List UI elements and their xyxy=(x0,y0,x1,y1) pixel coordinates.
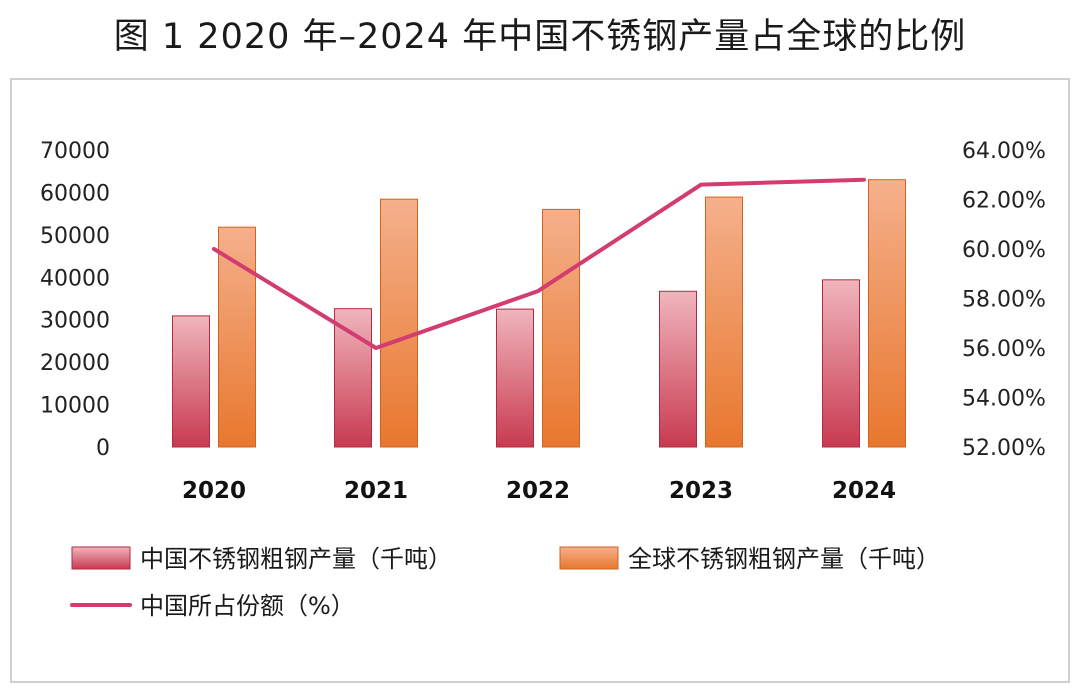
y-tick-label: 10000 xyxy=(40,394,110,419)
y-tick-label: 50000 xyxy=(40,224,110,249)
y-axis-left: 0 10000 20000 30000 40000 50000 60000 70000 xyxy=(40,139,110,461)
chart-title: 图 1 2020 年–2024 年中国不锈钢产量占全球的比例 xyxy=(113,17,967,57)
y2-tick-label: 62.00% xyxy=(962,189,1046,214)
x-tick-label: 2024 xyxy=(832,478,896,504)
y2-tick-label: 60.00% xyxy=(962,238,1046,263)
y-axis-right: 52.00% 54.00% 56.00% 58.00% 60.00% 62.00% 64.0… xyxy=(962,139,1046,461)
legend-swatch-global xyxy=(559,546,619,570)
share-line xyxy=(212,177,866,350)
legend: 中国不锈钢粗钢产量（千吨） 全球不锈钢粗钢产量（千吨） 中国所占份额（%） xyxy=(70,545,940,620)
x-axis: 2020 2021 2022 2023 2024 xyxy=(182,478,896,504)
x-tick-label: 2022 xyxy=(506,478,570,504)
y-tick-label: 40000 xyxy=(40,266,110,291)
bar-china-2022 xyxy=(496,308,534,448)
y2-tick-label: 52.00% xyxy=(962,436,1046,461)
y2-tick-label: 56.00% xyxy=(962,337,1046,362)
bar-global-2021 xyxy=(380,198,418,448)
bars xyxy=(172,179,906,448)
bar-global-2024 xyxy=(868,179,906,448)
bar-china-2024 xyxy=(822,279,860,448)
bar-china-2023 xyxy=(659,290,697,448)
x-tick-label: 2020 xyxy=(182,478,246,504)
x-tick-label: 2021 xyxy=(344,478,408,504)
y-tick-label: 30000 xyxy=(40,309,110,334)
bar-china-2020 xyxy=(172,315,210,448)
legend-label-china: 中国不锈钢粗钢产量（千吨） xyxy=(140,545,452,573)
y2-tick-label: 58.00% xyxy=(962,288,1046,313)
bar-china-2021 xyxy=(334,308,372,448)
legend-label-global: 全球不锈钢粗钢产量（千吨） xyxy=(628,545,940,573)
y-tick-label: 60000 xyxy=(40,181,110,206)
legend-label-share: 中国所占份额（%） xyxy=(140,592,355,620)
y2-tick-label: 64.00% xyxy=(962,139,1046,164)
chart-frame xyxy=(10,78,1070,683)
bar-global-2020 xyxy=(218,226,256,448)
legend-swatch-china xyxy=(71,546,131,570)
y-tick-label: 0 xyxy=(96,436,110,461)
bar-global-2022 xyxy=(542,208,580,448)
y2-tick-label: 54.00% xyxy=(962,387,1046,412)
share-line-path xyxy=(212,177,866,350)
bar-global-2023 xyxy=(705,196,743,448)
x-tick-label: 2023 xyxy=(669,478,733,504)
y-tick-label: 20000 xyxy=(40,351,110,376)
y-tick-label: 70000 xyxy=(40,139,110,164)
